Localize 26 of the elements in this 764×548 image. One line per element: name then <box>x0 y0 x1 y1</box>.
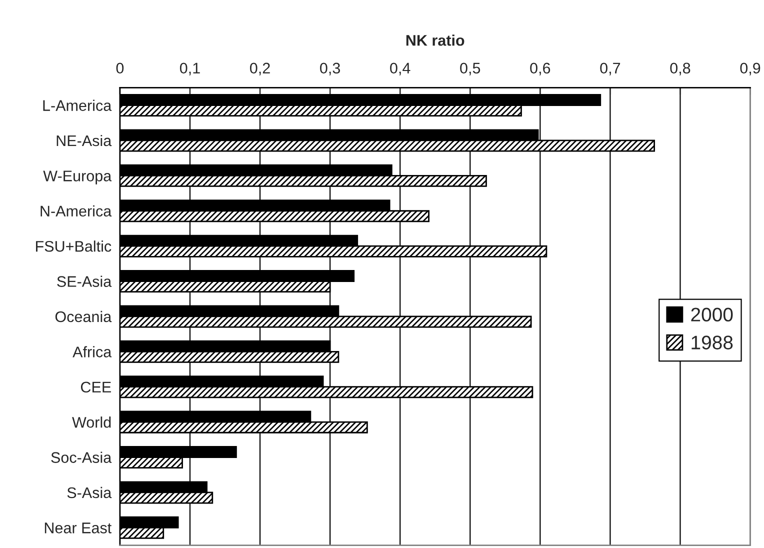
x-tick-label: 0,8 <box>670 62 690 76</box>
y-tick-label: L-America <box>43 100 112 111</box>
y-tick-label: FSU+Baltic <box>36 240 112 252</box>
x-tick-label: 0,5 <box>460 62 480 76</box>
x-tick-label: 0,1 <box>180 62 200 76</box>
y-tick-label: N-America <box>40 205 112 217</box>
x-axis-title: NK ratio <box>406 34 464 46</box>
x-tick-label: 0,9 <box>740 62 760 76</box>
y-tick-label: SE-Asia <box>57 276 112 287</box>
x-tick-label: 0,3 <box>320 62 340 76</box>
x-tick-label: 0,4 <box>390 62 410 76</box>
y-tick-label: W-Europa <box>43 170 112 184</box>
y-tick-label: Soc-Asia <box>51 452 112 463</box>
y-tick-label: NE-Asia <box>56 134 112 146</box>
legend-label: 2000 <box>691 308 733 322</box>
y-tick-label: World <box>72 416 111 428</box>
y-tick-label: CEE <box>80 382 111 393</box>
y-tick-label: Oceania <box>55 310 112 322</box>
x-tick-label: 0,2 <box>250 62 270 76</box>
x-tick-label: 0 <box>116 62 124 74</box>
x-tick-label: 0,7 <box>600 62 620 76</box>
y-tick-label: Africa <box>72 346 112 358</box>
legend-label: 1988 <box>692 336 733 350</box>
y-tick-label: Near East <box>44 522 112 534</box>
x-tick-label: 0,6 <box>530 62 550 76</box>
y-tick-label: S-Asia <box>67 486 112 498</box>
